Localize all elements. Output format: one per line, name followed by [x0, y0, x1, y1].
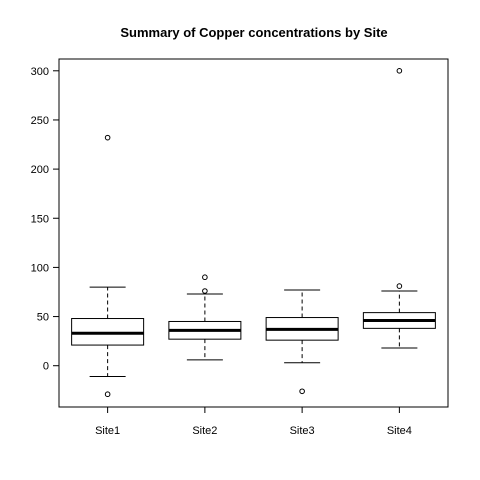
- outlier-point: [202, 288, 208, 294]
- x-tick-label: Site4: [387, 425, 412, 437]
- y-tick-label: 200: [31, 164, 49, 176]
- x-tick-label: Site3: [290, 425, 315, 437]
- plot-frame: [58, 58, 449, 408]
- outlier-point: [104, 134, 111, 141]
- y-tick-label: 50: [37, 312, 49, 324]
- y-tick-label: 300: [31, 66, 49, 78]
- box-site3: [265, 289, 339, 395]
- outlier-point: [396, 67, 403, 74]
- box-site1: [71, 134, 145, 398]
- outlier-point: [299, 388, 305, 395]
- outlier-point: [396, 283, 403, 289]
- y-tick-label: 100: [31, 262, 49, 274]
- y-tick-label: 0: [43, 361, 49, 373]
- outlier-point: [202, 274, 208, 281]
- y-tick-label: 150: [31, 213, 49, 225]
- chart-title: Summary of Copper concentrations by Site: [120, 25, 387, 40]
- x-axis: Site1 Site2 Site3 Site4: [95, 406, 412, 437]
- box-site4: [362, 67, 436, 349]
- x-tick-label: Site1: [95, 425, 120, 437]
- y-axis: 0 50 100 150 200 250 300: [31, 66, 60, 373]
- outlier-point: [104, 391, 111, 398]
- box-plots: [71, 67, 436, 398]
- box-site2: [168, 274, 242, 361]
- y-tick-label: 250: [31, 115, 49, 127]
- x-tick-label: Site2: [192, 425, 217, 437]
